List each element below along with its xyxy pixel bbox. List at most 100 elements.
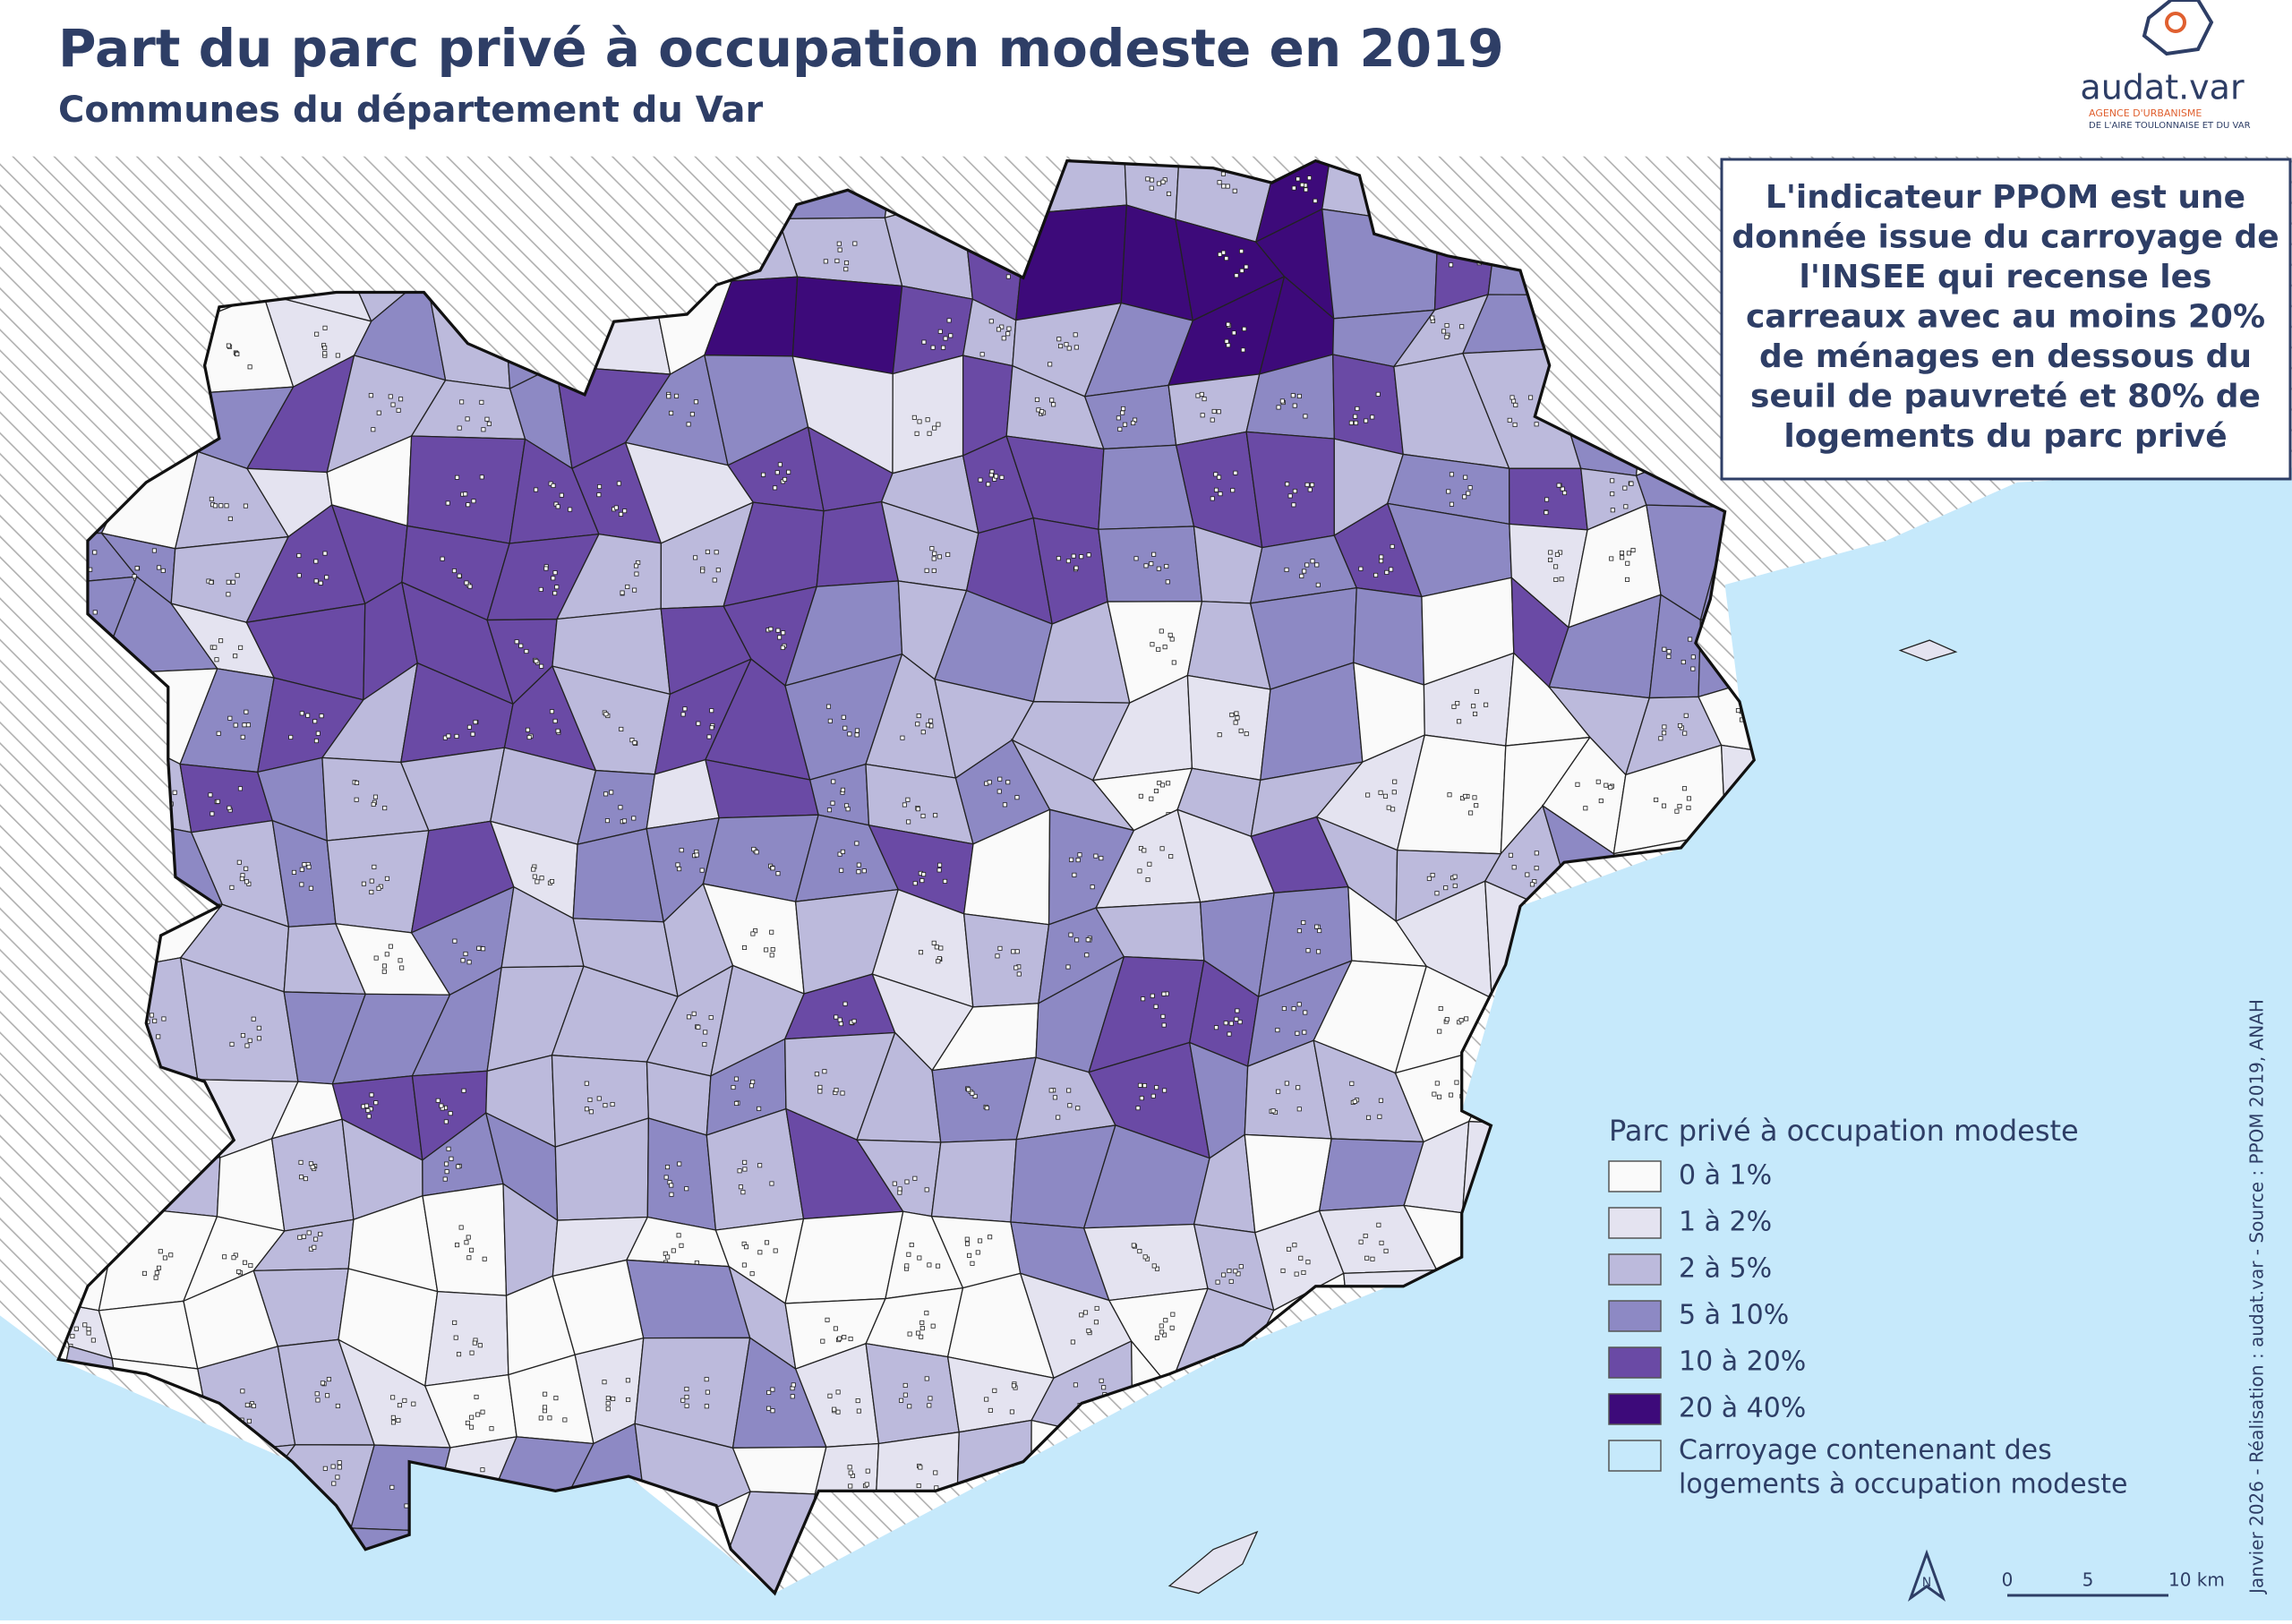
grid-cell-marker (605, 1406, 611, 1412)
grid-cell-marker (748, 1083, 755, 1089)
grid-cell-marker (920, 730, 926, 735)
grid-cell-marker (918, 950, 924, 955)
grid-cell-marker (310, 1165, 315, 1170)
grid-cell-marker (835, 1389, 841, 1395)
grid-cell-marker (1553, 577, 1559, 582)
grid-cell-marker (318, 1231, 323, 1236)
grid-cell-marker (709, 708, 714, 714)
grid-cell-marker (1686, 796, 1692, 801)
grid-cell-marker (634, 571, 639, 577)
grid-cell-marker (840, 787, 845, 792)
grid-cell-marker (525, 727, 531, 732)
legend: 0 à 1% 1 à 2% 2 à 5% 5 à 10% 10 à 20% 20 à 40… (1608, 1160, 2127, 1500)
grid-cell-marker (1307, 487, 1313, 492)
grid-cell-marker (827, 1393, 833, 1398)
grid-cell-marker (917, 419, 922, 424)
grid-cell-marker (1677, 803, 1682, 809)
grid-cell-marker (1242, 326, 1247, 331)
grid-cell-marker (905, 797, 911, 802)
grid-cell-marker (769, 929, 774, 935)
grid-cell-marker (1296, 928, 1302, 934)
grid-cell-marker (1150, 177, 1155, 183)
grid-cell-marker (1170, 1312, 1176, 1317)
grid-cell-marker (514, 639, 519, 645)
grid-cell-marker (675, 862, 680, 868)
grid-cell-marker (1159, 1323, 1164, 1329)
grid-cell-marker (1534, 866, 1539, 871)
grid-cell-marker (481, 427, 486, 432)
legend-label: Carroyage contenenant des (1679, 1435, 2052, 1466)
grid-cell-marker (539, 663, 544, 669)
grid-cell-marker (1159, 1329, 1165, 1335)
grid-cell-marker (782, 476, 788, 482)
grid-cell-marker (86, 1326, 91, 1332)
grid-cell-marker (1548, 550, 1553, 555)
grid-cell-marker (1468, 810, 1474, 816)
north-label: N (1922, 1576, 1931, 1590)
grid-cell-marker (632, 740, 637, 746)
grid-cell-marker (1217, 180, 1222, 185)
grid-cell-marker (1287, 1246, 1292, 1252)
grid-cell-marker (936, 422, 941, 427)
grid-cell-marker (925, 722, 931, 728)
grid-cell-marker (768, 627, 774, 632)
grid-cell-marker (1162, 1332, 1167, 1338)
grid-cell-marker (840, 849, 845, 854)
grid-cell-marker (455, 474, 460, 480)
grid-cell-marker (714, 550, 719, 555)
grid-cell-marker (1292, 488, 1297, 494)
grid-cell-marker (1234, 273, 1239, 278)
grid-cell-marker (1154, 1085, 1159, 1090)
grid-cell-marker (1291, 1006, 1296, 1012)
info-line: logements du parc privé (1783, 418, 2227, 455)
grid-cell-marker (970, 1261, 975, 1266)
grid-cell-marker (932, 551, 937, 556)
grid-cell-marker (551, 576, 556, 581)
grid-cell-marker (1131, 1243, 1136, 1248)
grid-cell-marker (472, 1340, 477, 1346)
logo: audat.var AGENCE D'URBANISME DE L'AIRE T… (2080, 0, 2251, 131)
scale-label: 0 (2002, 1569, 2014, 1591)
grid-cell-marker (1056, 337, 1062, 342)
grid-cell-marker (842, 725, 848, 731)
grid-cell-marker (1511, 865, 1517, 870)
grid-cell-marker (919, 1326, 925, 1331)
grid-cell-marker (457, 573, 462, 578)
grid-cell-marker (1662, 731, 1667, 736)
grid-cell-marker (1224, 338, 1229, 344)
grid-cell-marker (372, 864, 377, 869)
grid-cell-marker (466, 1255, 472, 1261)
grid-cell-marker (158, 1249, 163, 1254)
grid-cell-marker (840, 1090, 845, 1096)
grid-cell-marker (830, 800, 835, 806)
grid-cell-marker (696, 721, 701, 726)
scale-label: 5 (2082, 1569, 2094, 1591)
grid-cell-marker (396, 1417, 401, 1423)
grid-cell-marker (322, 551, 328, 556)
grid-cell-marker (584, 1081, 589, 1086)
grid-cell-marker (1233, 720, 1238, 725)
grid-cell-marker (927, 431, 932, 436)
grid-cell-marker (1227, 1031, 1232, 1037)
grid-cell-marker (684, 1186, 689, 1192)
grid-cell-marker (1389, 567, 1394, 572)
grid-cell-marker (1363, 1233, 1368, 1239)
grid-cell-marker (1370, 415, 1375, 420)
grid-cell-marker (238, 645, 244, 650)
grid-cell-marker (992, 1388, 997, 1393)
grid-cell-marker (822, 1069, 827, 1074)
grid-cell-marker (1200, 413, 1205, 418)
grid-cell-marker (543, 1391, 548, 1397)
grid-cell-marker (927, 1403, 932, 1408)
info-line: carreaux avec au moins 20% (1746, 299, 2265, 336)
grid-cell-marker (1154, 1266, 1160, 1271)
grid-cell-marker (543, 566, 549, 571)
grid-cell-marker (1083, 1310, 1089, 1315)
grid-cell-marker (461, 1088, 466, 1093)
grid-cell-marker (1160, 179, 1166, 184)
grid-cell-marker (1449, 472, 1454, 477)
grid-cell-marker (902, 1382, 908, 1388)
legend-label: 10 à 20% (1679, 1346, 1806, 1378)
grid-cell-marker (445, 500, 450, 506)
grid-cell-marker (920, 813, 926, 818)
